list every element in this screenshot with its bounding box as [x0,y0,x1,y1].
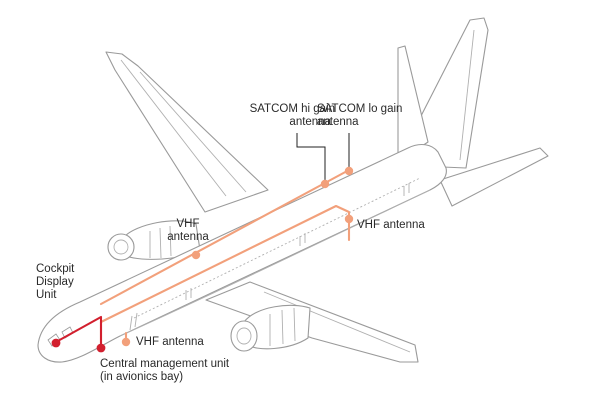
satcom-lo-antenna-node [344,166,354,176]
vhf-bottom-label: VHF antenna [136,336,204,348]
wire-cockpit [54,315,103,350]
cockpit-display-node [51,338,61,348]
satcom-lo-label-line2: antenna [317,116,359,128]
cmu-label-line2: (in avionics bay) [100,371,184,383]
wire-top-bus [99,168,351,306]
left-wing [105,51,269,213]
satcom-hi-label: SATCOM hi gain antenna [225,103,335,129]
satcom-hi-label-line1: SATCOM hi gain [249,103,335,115]
cmu-label-line1: Central management unit [100,358,230,370]
vhf-antenna-top-node [191,250,201,260]
vhf-top-label: VHF antenna [158,218,218,244]
vhf-right-label: VHF antenna [357,219,425,231]
vhf-top-label-line2: antenna [167,231,209,243]
cmu-label: Central management unit (in avionics bay… [100,358,229,384]
vhf-antenna-bottom-node [121,337,131,347]
right-wing [205,281,419,363]
cockpit-label-line1: Cockpit [36,263,75,275]
central-management-unit-node [96,343,106,353]
vhf-antenna-right-node [344,214,354,224]
cockpit-label-line2: Display [36,276,74,288]
vhf-top-label-line1: VHF [176,218,200,230]
cockpit-label: Cockpit Display Unit [36,263,74,302]
satcom-hi-leader [296,133,326,182]
satcom-lo-label: SATCOM lo gain antenna [317,103,402,129]
satcom-hi-antenna-node [320,179,330,189]
satcom-leaders [296,133,350,182]
right-engine [230,304,311,352]
satcom-hi-label-line2: antenna [289,116,331,128]
right-stabilizer [439,147,549,207]
satcom-lo-label-line1: SATCOM lo gain [317,103,403,115]
cockpit-label-line3: Unit [36,289,57,301]
